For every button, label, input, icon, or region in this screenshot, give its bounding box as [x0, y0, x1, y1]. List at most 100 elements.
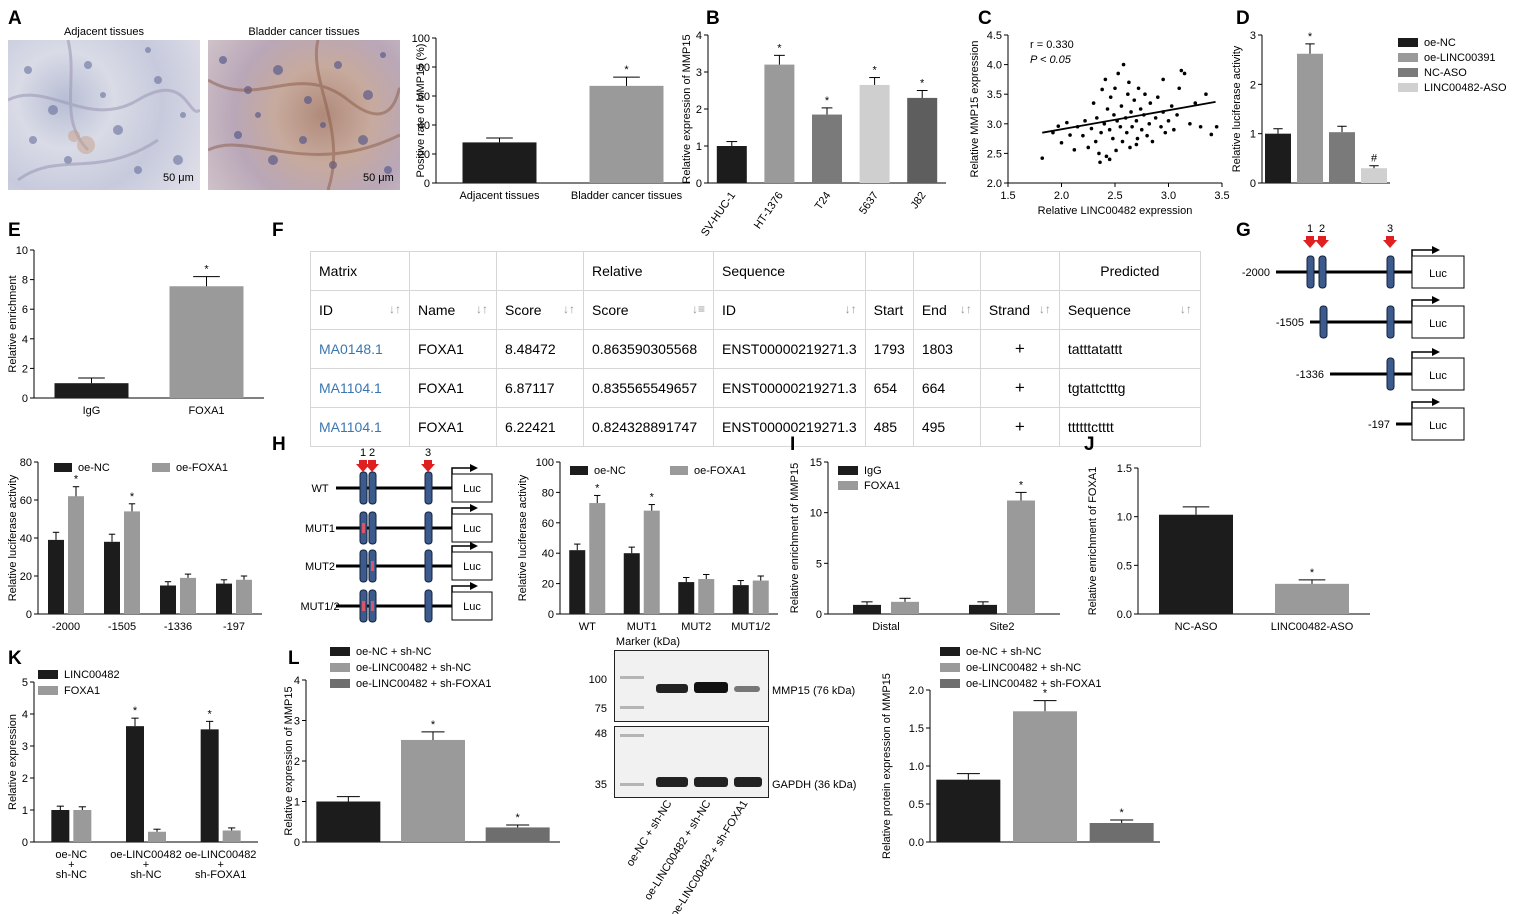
legend-label: LINC00482 — [64, 669, 120, 681]
construct-label: -197 — [1368, 419, 1390, 431]
y-tick-label: 4 — [294, 675, 300, 687]
y-tick-label: 4 — [22, 709, 28, 721]
table-header-cell[interactable]: ID ↓↑ — [310, 290, 410, 330]
scatter-point — [1150, 139, 1155, 144]
y-tick-label: 0.5 — [909, 799, 924, 811]
sort-icon: ↓↑ — [389, 302, 401, 316]
panel-label: C — [978, 8, 992, 29]
legend-swatch — [940, 679, 960, 688]
x-tick-label: oe-LINC00482 — [110, 849, 182, 861]
table-header-cell[interactable]: Sequence ↓↑ — [1058, 290, 1201, 330]
tss-arrowhead — [1432, 398, 1440, 406]
panel-label: D — [1236, 8, 1250, 29]
bar — [643, 510, 660, 614]
y-axis-label: Relative luciferase activity — [517, 474, 529, 601]
x-tick-label: oe-NC — [55, 849, 87, 861]
y-tick-label: 0.5 — [1117, 560, 1132, 572]
luc-box — [1411, 357, 1465, 391]
significance-mark: * — [74, 474, 79, 486]
y-tick-label: 3.0 — [987, 119, 1002, 131]
table-cell: 0.824328891747 — [583, 407, 714, 447]
legend-label: oe-NC + sh-NC — [966, 646, 1042, 658]
y-tick-label: 4 — [22, 334, 28, 346]
table-header-cell[interactable]: Start — [864, 290, 914, 330]
scatter-point — [1214, 124, 1219, 129]
table-header-cell[interactable]: Score ↓≡ — [583, 290, 714, 330]
y-tick-label: 4 — [696, 30, 702, 42]
matrix-id-link[interactable]: MA0148.1 — [310, 329, 410, 369]
scatter-point — [1148, 101, 1153, 105]
table-header-row-2: ID ↓↑ Name ↓↑ Score ↓↑ Score ↓≡ ID ↓↑ Start E… — [310, 290, 1201, 330]
y-tick-label: 1.5 — [909, 723, 924, 735]
site-number: 2 — [1319, 223, 1325, 235]
y-tick-label: 0 — [22, 393, 28, 405]
y-tick-label: 0 — [424, 178, 430, 190]
y-tick-label: 5 — [22, 677, 28, 689]
site-number: 2 — [369, 447, 375, 459]
luc-box — [451, 551, 493, 581]
band-label: GAPDH (36 kDa) — [772, 779, 856, 791]
y-tick-label: 20 — [542, 579, 554, 591]
table-cell: 654 — [864, 368, 914, 408]
sort-icon: ↓↑ — [959, 302, 972, 316]
table-cell: 495 — [912, 407, 981, 447]
bar — [716, 146, 747, 183]
x-tick-label: 2.0 — [1054, 190, 1069, 202]
tss-arrowhead — [1432, 348, 1440, 356]
luc-box — [451, 591, 493, 621]
matrix-id-link[interactable]: MA1104.1 — [310, 368, 410, 408]
legend-label: oe-FOXA1 — [694, 465, 746, 477]
scatter-point — [1188, 122, 1192, 126]
y-tick-label: 1.0 — [1117, 512, 1132, 524]
y-tick-label: 0 — [1250, 178, 1256, 190]
legend-swatch — [670, 466, 688, 475]
table-cell: ENST00000219271.3 — [713, 368, 866, 408]
y-tick-label: 3 — [1250, 30, 1256, 42]
legend-swatch — [1398, 53, 1418, 62]
ladder-band — [620, 783, 644, 786]
y-tick-label: 1 — [22, 805, 28, 817]
bar — [169, 286, 244, 398]
construct-label: -2000 — [1242, 267, 1270, 279]
motif-prediction-table: Matrix Relative Sequence Predicted ID ↓↑ … — [310, 251, 1201, 447]
y-tick-label: 3 — [696, 67, 702, 79]
scatter-point — [1068, 133, 1072, 137]
construct-label: WT — [311, 483, 328, 495]
scatter-point — [1128, 145, 1132, 150]
ladder-band — [620, 676, 644, 679]
x-tick-label: sh-NC — [130, 869, 161, 881]
table-header-cell[interactable]: Name ↓↑ — [409, 290, 497, 330]
legend-swatch — [940, 663, 960, 672]
y-tick-label: 0 — [22, 837, 28, 849]
luc-label: Luc — [1429, 420, 1447, 432]
gapdh-band — [656, 777, 688, 787]
scatter-point — [1104, 154, 1109, 159]
y-tick-label: 1.5 — [1117, 463, 1132, 475]
y-axis-label: Relative expression of MMP15 — [283, 686, 295, 835]
y-tick-label: 40 — [542, 548, 554, 560]
cancer-texture — [208, 40, 400, 190]
significance-mark: * — [1019, 479, 1024, 491]
y-axis-label: Positive rate of MMP15 (%) — [415, 44, 427, 178]
bar — [1013, 711, 1077, 842]
table-row: MA0148.1 FOXA1 8.48472 0.863590305568 EN… — [310, 329, 1201, 369]
x-tick-label: WT — [579, 621, 596, 633]
luc-label: Luc — [1429, 318, 1447, 330]
scatter-point — [1126, 92, 1130, 96]
y-tick-label: 60 — [418, 91, 430, 103]
significance-mark: * — [516, 812, 521, 824]
bar — [200, 729, 219, 842]
scatter-point — [1081, 133, 1085, 138]
matrix-id-link[interactable]: MA1104.1 — [310, 407, 410, 447]
scatter-point — [1175, 113, 1179, 117]
mmp15-band — [694, 682, 728, 693]
sort-icon: ↓↑ — [476, 302, 488, 316]
legend-label: FOXA1 — [64, 685, 100, 697]
legend-swatch — [570, 466, 588, 475]
bar — [936, 779, 1001, 842]
table-header-cell: Sequence — [713, 251, 866, 291]
lane-label: oe-LINC00482 + sh-NC — [642, 798, 713, 902]
legend-label: LINC00482-ASO — [1424, 82, 1507, 94]
y-tick-label: 100 — [536, 457, 554, 469]
